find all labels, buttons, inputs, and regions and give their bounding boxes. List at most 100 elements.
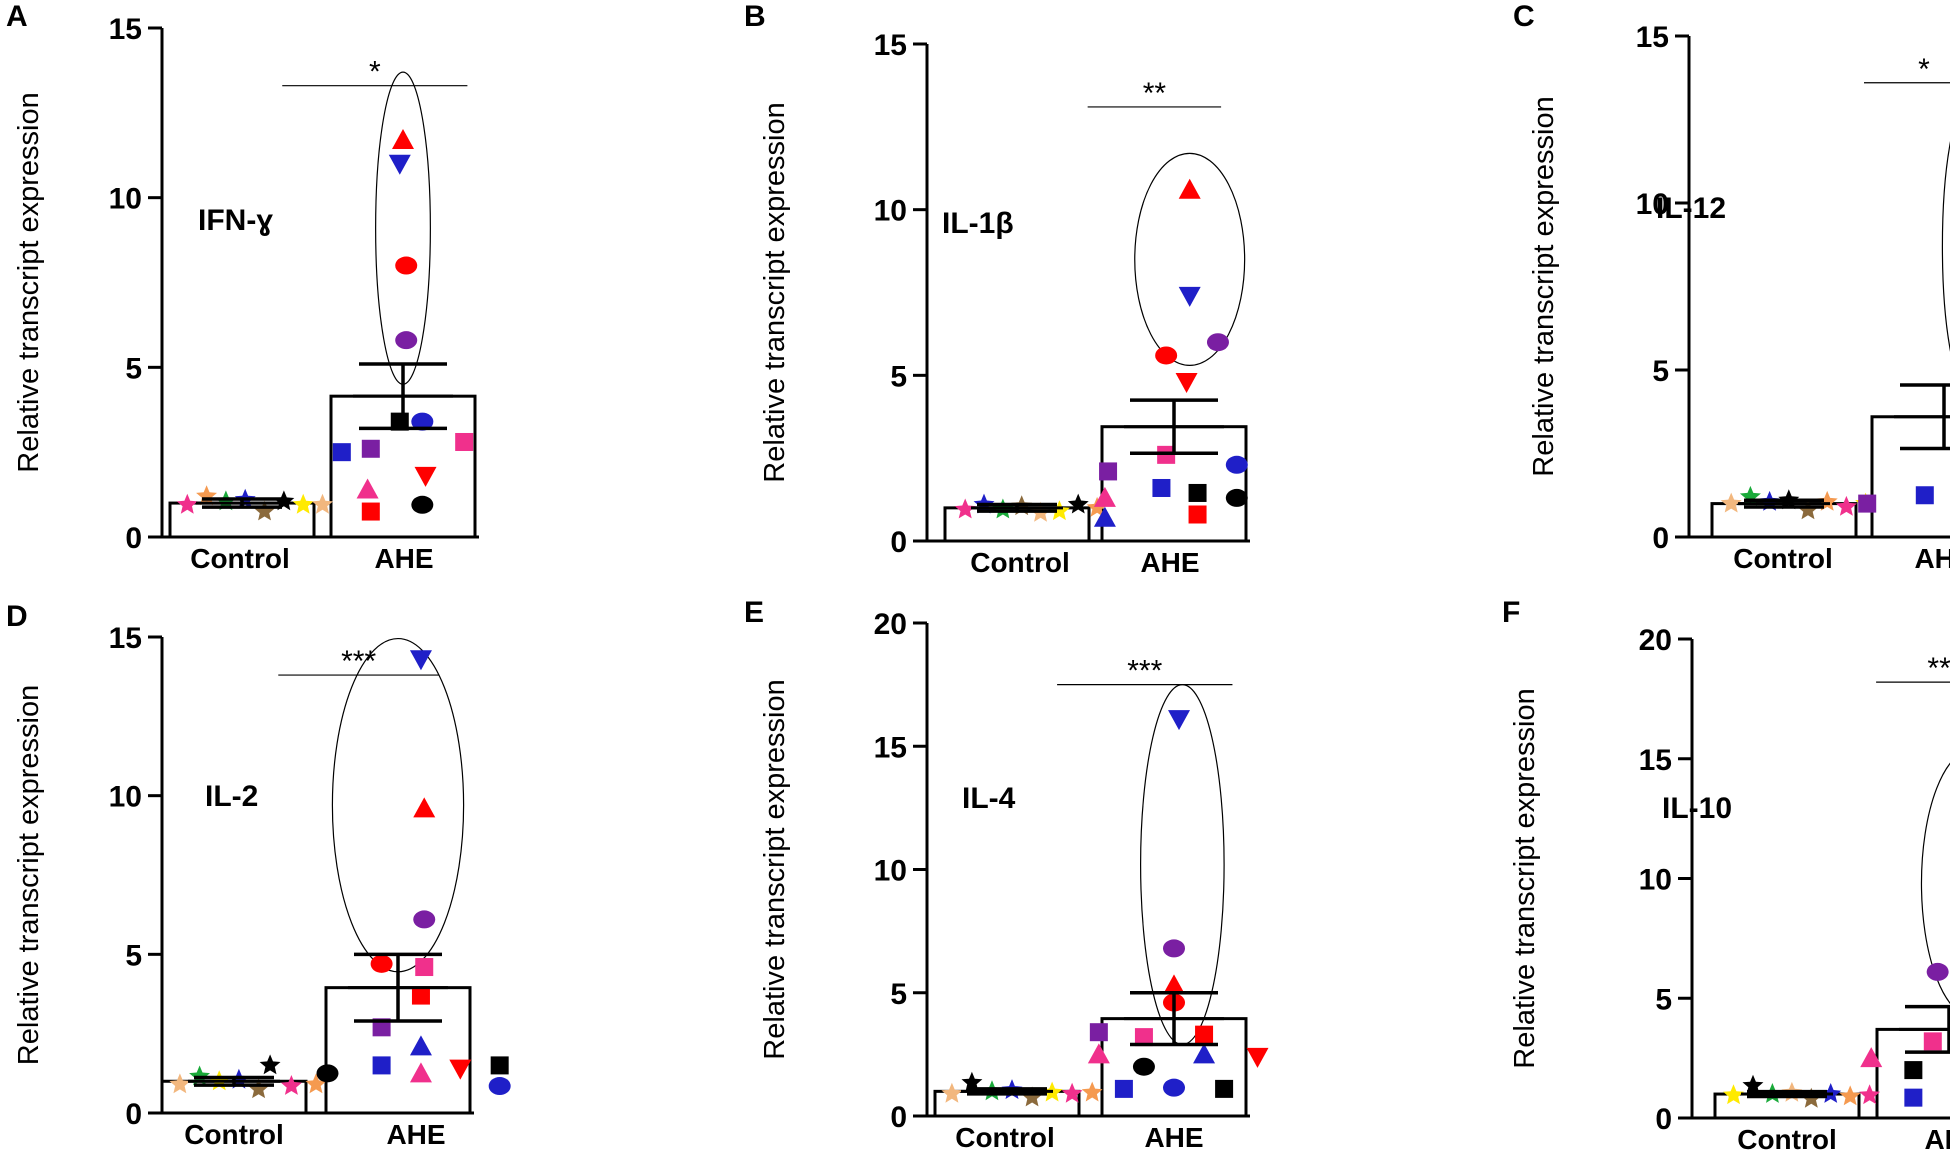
gene-label: IL-1β: [942, 207, 1014, 240]
chart-panel-a: A Relative transcript expression 0 5 10 15 Con…: [6, 0, 479, 574]
data-point-circle: [1163, 939, 1185, 958]
y-tick-label: 5: [125, 939, 142, 972]
data-point-square: [1904, 1061, 1923, 1080]
data-point-square: [1152, 478, 1171, 497]
data-point-square: [1215, 1079, 1234, 1098]
data-point-triangle-up: [1163, 974, 1185, 995]
data-point-circle: [1206, 333, 1229, 352]
data-point-square: [1858, 494, 1877, 513]
data-point-triangle-up: [1087, 1043, 1110, 1064]
data-point-star: [1839, 1085, 1861, 1106]
data-point-star: [954, 498, 976, 519]
y-tick-label: 15: [874, 29, 907, 62]
data-point-square: [1114, 1079, 1133, 1098]
data-point-circle: [411, 495, 434, 514]
data-point-square: [372, 1056, 391, 1075]
data-point-square: [415, 958, 434, 977]
data-point-triangle-down: [1246, 1047, 1269, 1068]
data-point-square: [361, 502, 380, 521]
x-category-label: Control: [1733, 543, 1833, 574]
x-category-label: AHE: [1914, 543, 1950, 574]
panel-label: C: [1513, 0, 1535, 33]
data-point-triangle-up: [1193, 1043, 1216, 1064]
data-point-triangle-down: [388, 154, 411, 175]
x-category-label: Control: [190, 543, 290, 574]
data-point-star: [1720, 492, 1742, 513]
y-tick-label: 15: [1636, 21, 1669, 54]
data-point-circle: [1926, 962, 1949, 981]
gene-label: IL-12: [1656, 192, 1726, 225]
y-axis-label: Relative transcript expression: [13, 92, 45, 472]
y-tick-label: 5: [890, 978, 907, 1011]
data-point-square: [1134, 1028, 1153, 1047]
data-point-triangle-up: [409, 1062, 432, 1083]
data-point-square: [1195, 1025, 1214, 1044]
y-tick-label: 5: [890, 360, 907, 393]
data-point-square: [1188, 505, 1207, 524]
data-point-star: [1835, 495, 1857, 516]
data-point-star: [259, 1054, 281, 1075]
data-point-triangle-up: [409, 1035, 432, 1056]
data-point-square: [490, 1056, 509, 1075]
significance-stars: ***: [341, 645, 376, 678]
x-category-label: AHE: [1140, 547, 1199, 578]
data-point-star: [305, 1073, 327, 1094]
y-axis-label: Relative transcript expression: [759, 679, 791, 1059]
data-point-circle: [370, 954, 393, 973]
data-point-star: [941, 1082, 963, 1103]
data-point-square: [1188, 483, 1207, 502]
data-point-triangle-up: [413, 797, 436, 818]
y-axis-label: Relative transcript expression: [1528, 96, 1560, 476]
data-point-triangle-down: [414, 466, 437, 487]
y-tick-label: 10: [874, 195, 907, 228]
data-point-star: [254, 500, 275, 521]
data-point-star: [176, 493, 198, 514]
data-point-triangle-up: [1093, 486, 1116, 507]
x-category-label: Control: [970, 547, 1070, 578]
significance-stars: ***: [1927, 652, 1950, 685]
data-point-star: [312, 493, 333, 514]
x-category-label: Control: [184, 1119, 284, 1150]
data-point-triangle-up: [1093, 506, 1116, 527]
gene-label: IFN-ɣ: [198, 204, 273, 237]
panel-label: F: [1502, 596, 1520, 629]
data-point-star: [1081, 1081, 1103, 1102]
data-point-circle: [411, 412, 434, 431]
data-point-square: [332, 443, 351, 462]
data-point-star: [280, 1075, 302, 1095]
data-point-star: [1797, 499, 1819, 520]
y-tick-label: 5: [125, 352, 142, 385]
data-point-triangle-down: [1168, 710, 1191, 731]
data-point-star: [1742, 1074, 1764, 1095]
data-point-star: [248, 1078, 270, 1099]
data-point-square: [1923, 1032, 1942, 1051]
y-tick-label: 0: [125, 1098, 142, 1131]
data-point-circle: [1225, 455, 1248, 474]
data-point-square: [361, 439, 380, 458]
y-tick-label: 10: [1636, 188, 1669, 221]
y-tick-label: 20: [1639, 624, 1672, 657]
y-tick-label: 0: [890, 526, 907, 559]
data-point-square: [1089, 1023, 1108, 1042]
y-tick-label: 0: [1655, 1103, 1672, 1136]
x-category-label: Control: [1737, 1124, 1837, 1155]
data-point-square: [372, 1018, 391, 1037]
data-point-circle: [395, 256, 418, 275]
y-axis-label: Relative transcript expression: [1509, 688, 1541, 1068]
y-tick-label: 15: [109, 13, 142, 46]
x-category-label: AHE: [386, 1119, 445, 1150]
significance-stars: ***: [1127, 655, 1162, 688]
data-point-triangle-down: [449, 1059, 472, 1080]
panel-label: B: [744, 0, 766, 33]
y-tick-label: 15: [874, 731, 907, 764]
data-point-triangle-up: [1178, 178, 1201, 199]
panel-label: E: [744, 596, 764, 629]
x-category-label: AHE: [1924, 1124, 1950, 1155]
y-tick-label: 0: [125, 522, 142, 555]
y-tick-label: 5: [1652, 355, 1669, 388]
y-tick-label: 10: [1639, 864, 1672, 897]
data-point-star: [292, 493, 314, 514]
y-tick-label: 10: [109, 183, 142, 216]
data-point-circle: [1155, 346, 1178, 365]
